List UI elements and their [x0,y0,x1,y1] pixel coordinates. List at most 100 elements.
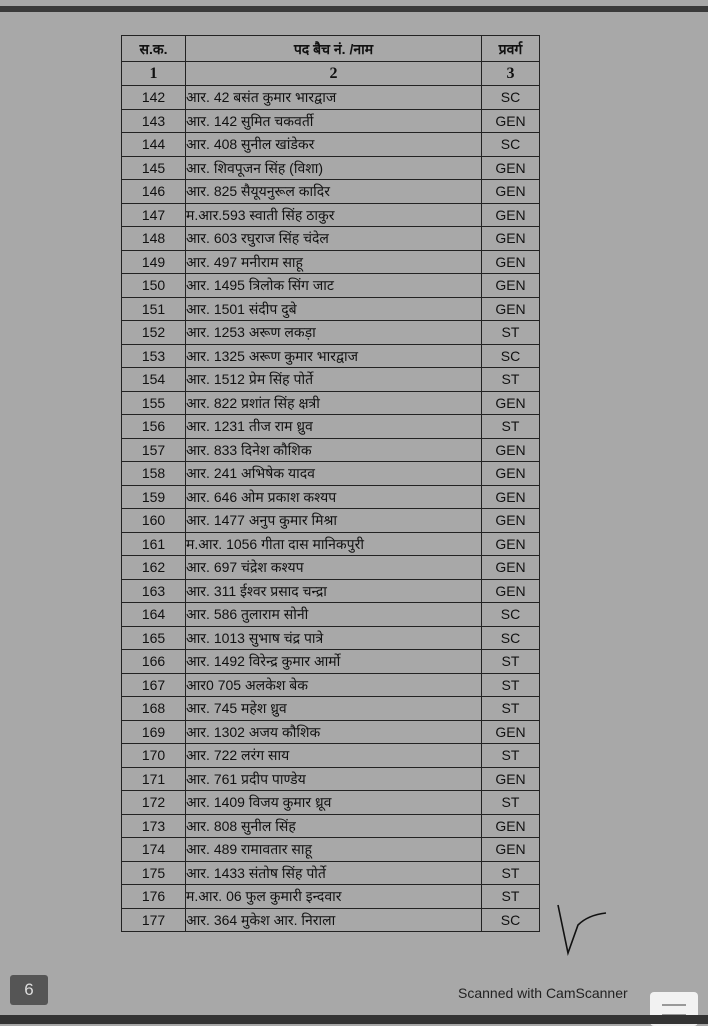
category-cell: ST [481,696,540,721]
serial-number-cell: 170 [121,743,186,768]
category-cell: GEN [481,484,540,509]
name-cell: आर. 497 मनीराम साहू [185,249,482,274]
name-cell: आर. 1477 अनुप कुमार मिश्रा [185,508,482,533]
category-cell: ST [481,320,540,345]
serial-number-cell: 159 [121,484,186,509]
serial-number-cell: 147 [121,202,186,227]
table-row: 148 आर. 603 रघुराज सिंह चंदेल GEN [121,226,540,251]
serial-number-cell: 167 [121,672,186,697]
serial-number-cell: 174 [121,837,186,862]
serial-number-cell: 173 [121,813,186,838]
serial-number-cell: 152 [121,320,186,345]
serial-number-cell: 171 [121,766,186,791]
table-row: 161 म.आर. 1056 गीता दास मानिकपुरी GEN [121,531,540,556]
table-row: 143 आर. 142 सुमित चकवर्ती GEN [121,108,540,133]
table-row: 153 आर. 1325 अरूण कुमार भारद्वाज SC [121,343,540,368]
serial-number-cell: 163 [121,578,186,603]
name-cell: आर. 408 सुनील खांडेकर [185,132,482,157]
category-cell: SC [481,343,540,368]
table-row: 163 आर. 311 ईश्वर प्रसाद चन्द्रा GEN [121,578,540,603]
category-cell: GEN [481,202,540,227]
name-cell: आर. 1512 प्रेम सिंह पोर्ते [185,367,482,392]
header-category: प्रवर्ग [481,35,540,62]
category-cell: GEN [481,155,540,180]
table-row: 142 आर. 42 बसंत कुमार भारद्वाज SC [121,85,540,110]
table-row: 149 आर. 497 मनीराम साहू GEN [121,249,540,274]
name-cell: आर. 697 चंद्रेश कश्यप [185,555,482,580]
category-cell: GEN [481,578,540,603]
serial-number-cell: 161 [121,531,186,556]
serial-number-cell: 168 [121,696,186,721]
name-cell: आर. 1409 विजय कुमार ध्रूव [185,790,482,815]
name-cell: आर. 1253 अरूण लकड़ा [185,320,482,345]
name-cell: आर. 42 बसंत कुमार भारद्वाज [185,85,482,110]
category-cell: GEN [481,273,540,298]
name-cell: आर. 1501 संदीप दुबे [185,296,482,321]
table-row: 146 आर. 825 सैयूयनुरूल कादिर GEN [121,179,540,204]
name-cell: आर0 705 अलकेश बेक [185,672,482,697]
table-row: 164 आर. 586 तुलाराम सोनी SC [121,602,540,627]
serial-number-cell: 162 [121,555,186,580]
name-cell: आर. 603 रघुराज सिंह चंदेल [185,226,482,251]
name-cell: म.आर.593 स्वाती सिंह ठाकुर [185,202,482,227]
serial-number-cell: 151 [121,296,186,321]
table-row: 176 म.आर. 06 फुल कुमारी इन्दवार ST [121,884,540,909]
table-row: 145 आर. शिवपूजन सिंह (विशा) GEN [121,155,540,180]
table-row: 158 आर. 241 अभिषेक यादव GEN [121,461,540,486]
table-row: 167 आर0 705 अलकेश बेक ST [121,672,540,697]
category-cell: GEN [481,226,540,251]
table-row: 174 आर. 489 रामावतार साहू GEN [121,837,540,862]
table-row: 155 आर. 822 प्रशांत सिंह क्षत्री GEN [121,390,540,415]
serial-number-cell: 165 [121,625,186,650]
table-row: 169 आर. 1302 अजय कौशिक GEN [121,719,540,744]
table-row: 170 आर. 722 लरंग साय ST [121,743,540,768]
name-cell: म.आर. 1056 गीता दास मानिकपुरी [185,531,482,556]
serial-number-cell: 148 [121,226,186,251]
name-cell: आर. शिवपूजन सिंह (विशा) [185,155,482,180]
category-cell: SC [481,85,540,110]
category-cell: ST [481,884,540,909]
serial-number-cell: 145 [121,155,186,180]
serial-number-cell: 154 [121,367,186,392]
name-cell: आर. 586 तुलाराम सोनी [185,602,482,627]
name-cell: आर. 241 अभिषेक यादव [185,461,482,486]
category-cell: GEN [481,249,540,274]
personnel-table: स.क. पद बैच नं. /नाम प्रवर्ग 1 2 3 142 आर… [121,35,540,932]
table-row: 152 आर. 1253 अरूण लकड़ा ST [121,320,540,345]
name-cell: आर. 808 सुनील सिंह [185,813,482,838]
category-cell: GEN [481,296,540,321]
name-cell: आर. 1433 संतोष सिंह पोर्ते [185,860,482,885]
category-cell: GEN [481,555,540,580]
category-cell: ST [481,367,540,392]
category-cell: SC [481,625,540,650]
serial-number-cell: 175 [121,860,186,885]
name-cell: आर. 722 लरंग साय [185,743,482,768]
category-cell: ST [481,672,540,697]
table-row: 172 आर. 1409 विजय कुमार ध्रूव ST [121,790,540,815]
table-row: 177 आर. 364 मुकेश आर. निराला SC [121,907,540,932]
table-row: 154 आर. 1512 प्रेम सिंह पोर्ते ST [121,367,540,392]
serial-number-cell: 149 [121,249,186,274]
serial-number-cell: 144 [121,132,186,157]
serial-number-cell: 158 [121,461,186,486]
name-cell: म.आर. 06 फुल कुमारी इन्दवार [185,884,482,909]
table-row: 165 आर. 1013 सुभाष चंद्र पात्रे SC [121,625,540,650]
column-number-1: 1 [121,61,186,86]
name-cell: आर. 364 मुकेश आर. निराला [185,907,482,932]
category-cell: GEN [481,719,540,744]
signature-mark [557,904,607,956]
category-cell: ST [481,414,540,439]
top-edge-bar [0,6,708,12]
page-number-badge: 6 [10,975,48,1005]
name-cell: आर. 489 रामावतार साहू [185,837,482,862]
category-cell: ST [481,790,540,815]
hamburger-menu-icon [662,1004,686,1006]
column-number-2: 2 [185,61,482,86]
category-cell: GEN [481,813,540,838]
category-cell: GEN [481,390,540,415]
serial-number-cell: 166 [121,649,186,674]
name-cell: आर. 833 दिनेश कौशिक [185,437,482,462]
column-number-row: 1 2 3 [121,61,540,86]
name-cell: आर. 1231 तीज राम ध्रुव [185,414,482,439]
table-row: 160 आर. 1477 अनुप कुमार मिश्रा GEN [121,508,540,533]
